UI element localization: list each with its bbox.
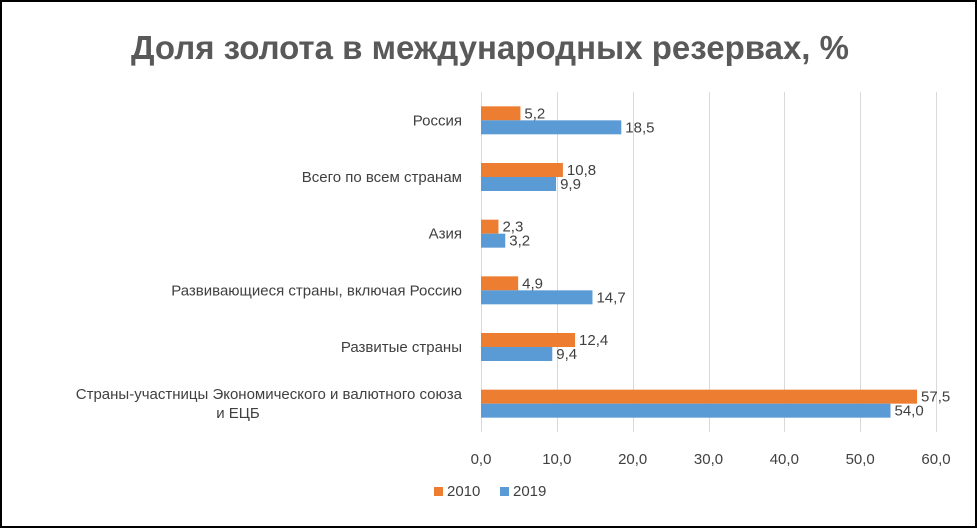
data-label-2019-4: 9,4 [556, 346, 577, 363]
data-label-2019-0: 18,5 [625, 119, 654, 136]
category-label-0: Россия [413, 112, 462, 129]
legend-label-2019: 2019 [513, 483, 546, 500]
bar-2010-0 [481, 106, 521, 121]
data-label-2010-3: 4,9 [522, 275, 543, 292]
data-label-2010-2: 2,3 [502, 219, 523, 236]
chart-title: Доля золота в международных резервах, % [131, 29, 849, 66]
legend: 2010 2019 [434, 483, 546, 500]
bar-2019-3 [481, 290, 593, 305]
x-tick-label: 60,0 [921, 451, 950, 468]
data-label-2010-0: 5,2 [524, 105, 545, 122]
data-label-2019-1: 9,9 [560, 176, 581, 193]
bar-2019-0 [481, 120, 622, 135]
bar-2010-3 [481, 276, 519, 291]
data-label-2010-4: 12,4 [579, 332, 608, 349]
data-label-2010-1: 10,8 [567, 162, 596, 179]
bar-2010-2 [481, 219, 499, 234]
legend-swatch-2010 [434, 487, 443, 496]
category-label-1: Всего по всем странам [302, 169, 462, 186]
bar-2010-1 [481, 163, 563, 177]
data-label-2010-5: 57,5 [921, 389, 950, 406]
data-labels: 5,2 18,5 10,89,9 2,33,2 4,9 14,7 12,49,4 57,554… [502, 105, 950, 419]
bar-2019-4 [481, 347, 553, 361]
data-label-2019-2: 3,2 [509, 233, 530, 250]
bar-2019-2 [481, 233, 506, 248]
x-tick-label: 30,0 [694, 451, 723, 468]
x-tick-label: 50,0 [846, 451, 875, 468]
bar-2010-4 [481, 333, 576, 347]
x-axis-tick-labels: 0,0 10,0 20,0 30,0 40,0 50,0 60,0 [471, 451, 951, 468]
category-label-4: Развитые страны [341, 339, 462, 356]
category-label-5: Страны-участницы Экономического и валютн… [76, 386, 463, 403]
category-label-5: и ЕЦБ [216, 405, 260, 422]
legend-label-2010: 2010 [447, 483, 480, 500]
bar-2019-5 [481, 403, 891, 418]
x-tick-label: 10,0 [542, 451, 571, 468]
data-label-2019-3: 14,7 [596, 289, 625, 306]
bar-2019-1 [481, 177, 557, 191]
x-tick-label: 40,0 [770, 451, 799, 468]
category-label-3: Развивающиеся страны, включая Россию [171, 282, 462, 299]
legend-swatch-2019 [500, 487, 509, 496]
data-label-2019-5: 54,0 [895, 403, 924, 420]
category-labels: Россия Всего по всем странам Азия Развивающ… [76, 112, 463, 422]
bars [481, 106, 918, 418]
bar-2010-5 [481, 389, 918, 404]
x-tick-label: 20,0 [618, 451, 647, 468]
category-label-2: Азия [429, 226, 462, 243]
gridlines [481, 92, 937, 432]
x-tick-label: 0,0 [471, 451, 492, 468]
